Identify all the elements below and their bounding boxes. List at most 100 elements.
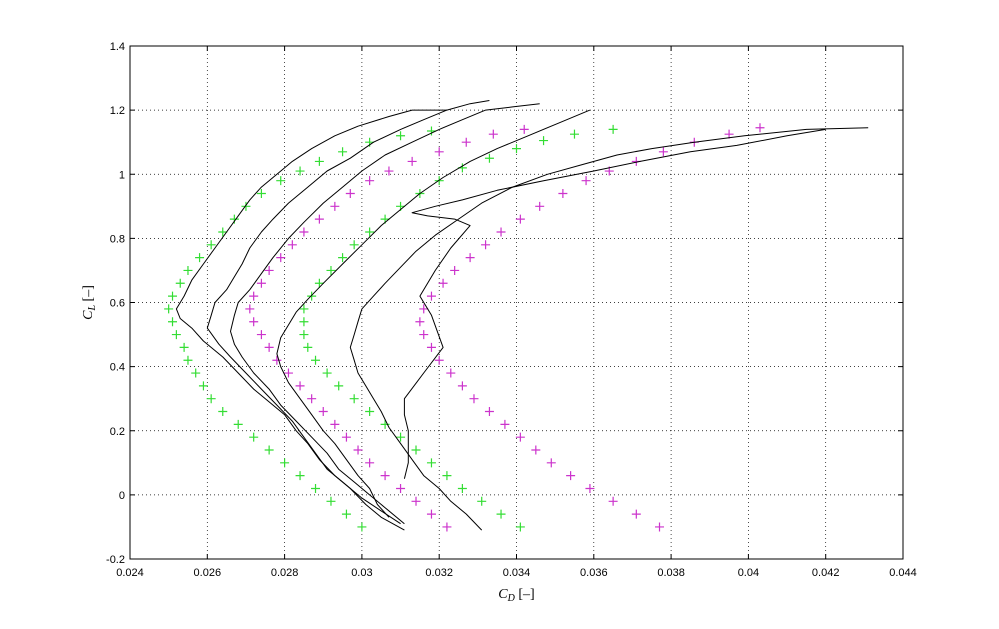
x-tick-label: 0.034: [503, 567, 531, 579]
data-point: [171, 330, 181, 340]
data-point: [283, 368, 293, 378]
data-point: [264, 342, 274, 352]
data-point: [280, 458, 290, 468]
x-tick-label: 0.024: [116, 567, 144, 579]
data-point: [415, 317, 425, 327]
x-tick-label: 0.036: [580, 567, 608, 579]
y-tick-label: 0.4: [110, 362, 125, 374]
data-point: [658, 147, 668, 157]
data-point: [249, 432, 259, 442]
data-point: [341, 509, 351, 519]
data-point: [264, 265, 274, 275]
data-point: [496, 227, 506, 237]
data-point: [272, 355, 282, 365]
data-point: [311, 355, 321, 365]
data-point: [438, 278, 448, 288]
data-point: [307, 291, 317, 301]
x-tick-label: 0.026: [194, 567, 222, 579]
data-point: [539, 136, 549, 146]
data-point: [218, 407, 228, 417]
series-line-6: [230, 103, 540, 525]
data-point: [295, 166, 305, 176]
x-axis-label: CD [–]: [498, 587, 534, 604]
data-point: [535, 201, 545, 211]
data-point: [314, 214, 324, 224]
y-tick-label: 0.2: [110, 426, 125, 438]
data-point: [338, 147, 348, 157]
data-point: [256, 188, 266, 198]
data-point: [264, 445, 274, 455]
data-point: [183, 355, 193, 365]
data-point: [311, 483, 321, 493]
data-point: [608, 124, 618, 134]
series-markers-2: [245, 124, 529, 532]
data-point: [338, 253, 348, 263]
data-point: [326, 265, 336, 275]
y-tick-label: 0.6: [110, 298, 125, 310]
data-point: [295, 471, 305, 481]
data-point: [442, 471, 452, 481]
data-point: [655, 522, 665, 532]
y-tick-label: -0.2: [106, 554, 125, 566]
data-point: [229, 214, 239, 224]
data-point: [206, 240, 216, 250]
x-tick-label: 0.028: [271, 567, 299, 579]
x-tick-label: 0.042: [812, 567, 840, 579]
ticks: [129, 45, 904, 560]
data-point: [183, 265, 193, 275]
data-point: [334, 381, 344, 391]
series-line-9: [403, 128, 826, 479]
data-point: [175, 278, 185, 288]
data-point: [484, 407, 494, 417]
data-point: [411, 445, 421, 455]
y-axis-label: CL [–]: [81, 285, 98, 320]
data-point: [426, 458, 436, 468]
data-point: [546, 458, 556, 468]
data-point: [295, 381, 305, 391]
data-point: [195, 253, 205, 263]
data-point: [218, 227, 228, 237]
x-axis-label-sub: D: [507, 593, 516, 604]
x-tick-label: 0.044: [889, 567, 917, 579]
data-point: [558, 188, 568, 198]
x-axis-label-main: C: [498, 587, 508, 602]
data-point: [299, 304, 309, 314]
y-tick-label: 1.4: [110, 41, 125, 53]
data-point: [206, 394, 216, 404]
x-tick-label: 0.032: [425, 567, 453, 579]
data-point: [608, 496, 618, 506]
data-point: [477, 496, 487, 506]
data-point: [299, 330, 309, 340]
data-point: [365, 227, 375, 237]
data-point: [581, 176, 591, 186]
data-point: [168, 317, 178, 327]
data-point: [585, 483, 595, 493]
data-point: [531, 445, 541, 455]
series-markers-1: [299, 124, 618, 532]
data-point: [450, 265, 460, 275]
data-point: [318, 407, 328, 417]
series-markers-0: [164, 126, 436, 532]
data-point: [396, 432, 406, 442]
data-point: [330, 201, 340, 211]
y-axis-label-unit: [–]: [81, 285, 96, 305]
data-point: [515, 214, 525, 224]
data-point: [345, 188, 355, 198]
data-point: [515, 432, 525, 442]
data-point: [380, 419, 390, 429]
data-point: [500, 419, 510, 429]
data-point: [341, 432, 351, 442]
data-point: [365, 407, 375, 417]
data-point: [496, 509, 506, 519]
x-tick-label: 0.03: [351, 567, 372, 579]
data-point: [488, 129, 498, 139]
data-point: [314, 278, 324, 288]
data-point: [353, 445, 363, 455]
data-point: [407, 156, 417, 166]
x-axis-label-unit: [–]: [515, 587, 535, 602]
data-point: [245, 304, 255, 314]
x-tick-label: 0.04: [738, 567, 759, 579]
data-point: [515, 522, 525, 532]
data-point: [426, 126, 436, 136]
